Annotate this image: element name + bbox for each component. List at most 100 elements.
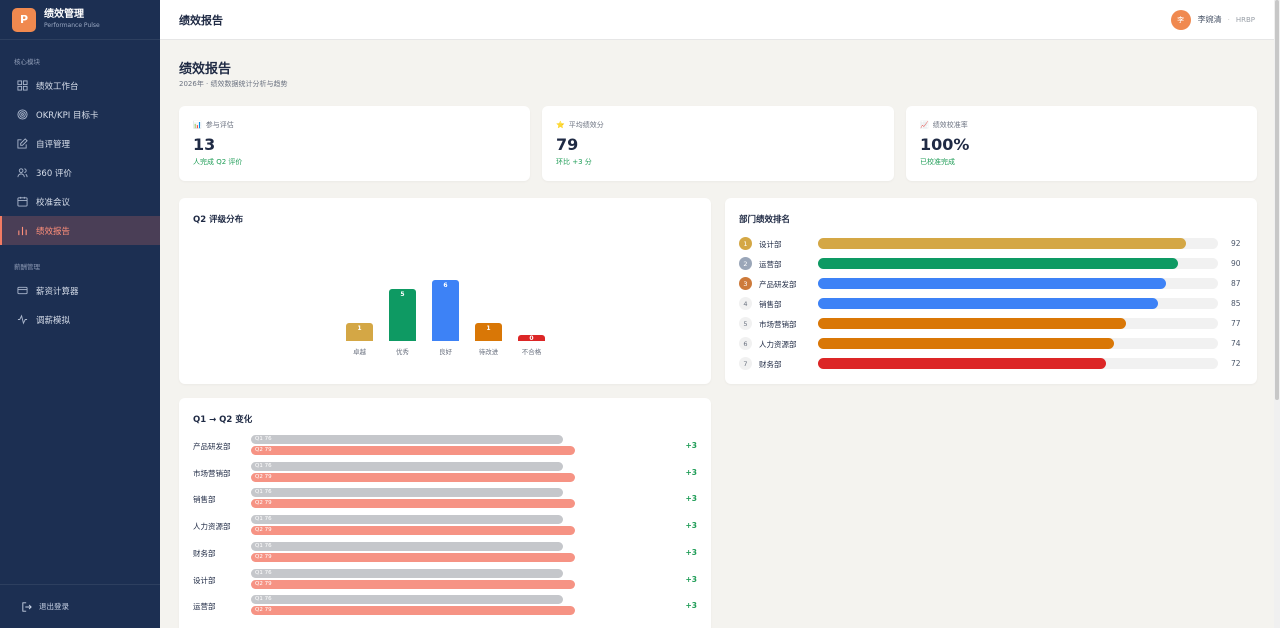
q2-bar: Q2 79 bbox=[251, 499, 575, 509]
sidebar-item-label: 自评管理 bbox=[36, 139, 71, 150]
ranking-row[interactable]: 3 产品研发部 87 bbox=[739, 277, 1245, 291]
stat-note: 人完成 Q2 评价 bbox=[193, 158, 243, 166]
grid-icon bbox=[16, 80, 28, 92]
chart-bar-value: 1 bbox=[486, 325, 491, 333]
compare-row: 市场营销部 Q1 76 Q2 79 +3 bbox=[193, 461, 697, 484]
sidebar-item-self-review[interactable]: 自评管理 bbox=[0, 129, 160, 158]
q1-label: Q1 76 bbox=[255, 516, 272, 523]
score-bar bbox=[818, 338, 1114, 349]
ranking-row[interactable]: 2 运营部 90 bbox=[739, 257, 1245, 271]
score-bar bbox=[818, 298, 1158, 309]
stat-card-calibration-rate: 📈 绩效校准率 100% 已校准完成 bbox=[906, 106, 1257, 181]
department-ranking-card: 部门绩效排名 1 设计部 92 2 运营部 90 3 产品研发部 87 4 销售部 85 5 市场营销部 7… bbox=[725, 198, 1257, 384]
brand[interactable]: P 绩效管理 Performance Pulse bbox=[0, 0, 160, 40]
score-track bbox=[818, 318, 1218, 329]
q1-bar: Q1 76 bbox=[251, 488, 563, 498]
stat-card-average-score: ⭐ 平均绩效分 79 环比 +3 分 bbox=[542, 106, 894, 181]
chart-bar[interactable]: 6 bbox=[432, 280, 459, 341]
q2-bar: Q2 79 bbox=[251, 526, 575, 536]
score-track bbox=[818, 298, 1218, 309]
department-name: 人力资源部 bbox=[759, 340, 797, 349]
department-name: 产品研发部 bbox=[759, 280, 797, 289]
chart-bar[interactable]: 1 bbox=[346, 323, 373, 341]
sidebar-item-label: 薪资计算器 bbox=[36, 286, 79, 297]
department-name: 设计部 bbox=[193, 575, 216, 585]
top-bar: 绩效报告 李 李婉清 · HRBP bbox=[160, 0, 1274, 40]
sidebar-item-report[interactable]: 绩效报告 bbox=[0, 216, 160, 245]
stat-value: 13 bbox=[193, 135, 216, 154]
rank-badge: 5 bbox=[739, 317, 752, 330]
delta-value: +3 bbox=[685, 494, 697, 504]
user-menu[interactable]: 李 李婉清 · HRBP bbox=[1170, 9, 1255, 30]
score-bar bbox=[818, 258, 1178, 269]
brand-title: 绩效管理 bbox=[44, 9, 84, 20]
score-value: 77 bbox=[1231, 319, 1241, 328]
ranking-row[interactable]: 5 市场营销部 77 bbox=[739, 317, 1245, 331]
sidebar-item-calibration[interactable]: 校准会议 bbox=[0, 187, 160, 216]
brand-logo: P bbox=[12, 7, 36, 32]
ranking-row[interactable]: 7 财务部 72 bbox=[739, 357, 1245, 371]
chart-category-label: 不合格 bbox=[521, 348, 542, 356]
score-track bbox=[818, 258, 1218, 269]
stat-value: 79 bbox=[556, 135, 579, 154]
ranking-row[interactable]: 1 设计部 92 bbox=[739, 237, 1245, 251]
logout-button[interactable]: 退出登录 bbox=[0, 584, 160, 628]
department-name: 设计部 bbox=[759, 240, 782, 249]
q1-bar: Q1 76 bbox=[251, 461, 563, 471]
sidebar-item-okr[interactable]: OKR/KPI 目标卡 bbox=[0, 100, 160, 129]
q2-label: Q2 79 bbox=[255, 553, 272, 560]
delta-value: +3 bbox=[685, 601, 697, 611]
q2-label: Q2 79 bbox=[255, 473, 272, 480]
department-name: 市场营销部 bbox=[759, 320, 797, 329]
sidebar-item-raise-simulation[interactable]: 调薪模拟 bbox=[0, 305, 160, 334]
stat-note: 环比 +3 分 bbox=[556, 158, 592, 166]
chart-bar[interactable]: 0 bbox=[518, 335, 545, 342]
q1-label: Q1 76 bbox=[255, 542, 272, 549]
users-icon bbox=[16, 167, 28, 179]
chart-title: Q2 评级分布 bbox=[193, 215, 244, 225]
chart-bar[interactable]: 1 bbox=[475, 323, 502, 341]
department-name: 市场营销部 bbox=[193, 468, 231, 478]
score-value: 87 bbox=[1231, 279, 1241, 288]
sidebar-item-360[interactable]: 360 评价 bbox=[0, 158, 160, 187]
chart-bar-value: 6 bbox=[443, 282, 448, 290]
nav-section-salary: 薪酬管理 bbox=[14, 263, 40, 271]
delta-value: +3 bbox=[685, 441, 697, 450]
delta-value: +3 bbox=[685, 547, 697, 557]
sidebar: P 绩效管理 Performance Pulse 核心模块 绩效工作台 OKR/… bbox=[0, 0, 160, 628]
ranking-row[interactable]: 4 销售部 85 bbox=[739, 297, 1245, 311]
score-value: 85 bbox=[1231, 299, 1241, 308]
q1-label: Q1 76 bbox=[255, 462, 272, 469]
sidebar-item-dashboard[interactable]: 绩效工作台 bbox=[0, 71, 160, 100]
q2-bar: Q2 79 bbox=[251, 472, 575, 482]
delta-value: +3 bbox=[685, 521, 697, 531]
nav-section-core: 核心模块 bbox=[14, 58, 40, 66]
stat-note: 已校准完成 bbox=[920, 158, 955, 166]
stat-label: 参与评估 bbox=[205, 121, 234, 129]
compare-row: 销售部 Q1 76 Q2 79 +3 bbox=[193, 488, 697, 510]
scrollbar-thumb[interactable] bbox=[1275, 0, 1279, 400]
q1-bar: Q1 76 bbox=[251, 515, 563, 525]
scrollbar[interactable] bbox=[1274, 0, 1280, 628]
score-bar bbox=[818, 238, 1186, 249]
stat-card-participants: 📊 参与评估 13 人完成 Q2 评价 bbox=[179, 106, 530, 181]
sidebar-item-label: 绩效工作台 bbox=[36, 81, 79, 92]
chart-bar[interactable]: 5 bbox=[389, 289, 416, 341]
rank-badge: 7 bbox=[739, 357, 752, 370]
q2-label: Q2 79 bbox=[255, 607, 272, 614]
q1-label: Q1 76 bbox=[255, 436, 272, 442]
trend-emoji-icon: 📈 bbox=[920, 121, 929, 129]
delta-value: +3 bbox=[685, 467, 697, 477]
delta-value: +3 bbox=[685, 574, 697, 584]
q1-bar: Q1 76 bbox=[251, 595, 563, 605]
ranking-row[interactable]: 6 人力资源部 74 bbox=[739, 337, 1245, 351]
avatar: 李 bbox=[1170, 9, 1191, 30]
sidebar-item-label: 绩效报告 bbox=[36, 226, 71, 237]
q2-bar: Q2 79 bbox=[251, 606, 575, 616]
rank-badge: 1 bbox=[739, 237, 752, 250]
page-title: 绩效报告 bbox=[179, 62, 232, 77]
score-bar bbox=[818, 318, 1126, 329]
chart-category-label: 待改进 bbox=[478, 348, 499, 356]
sidebar-item-salary-calculator[interactable]: 薪资计算器 bbox=[0, 276, 160, 305]
q2-label: Q2 79 bbox=[255, 527, 272, 534]
